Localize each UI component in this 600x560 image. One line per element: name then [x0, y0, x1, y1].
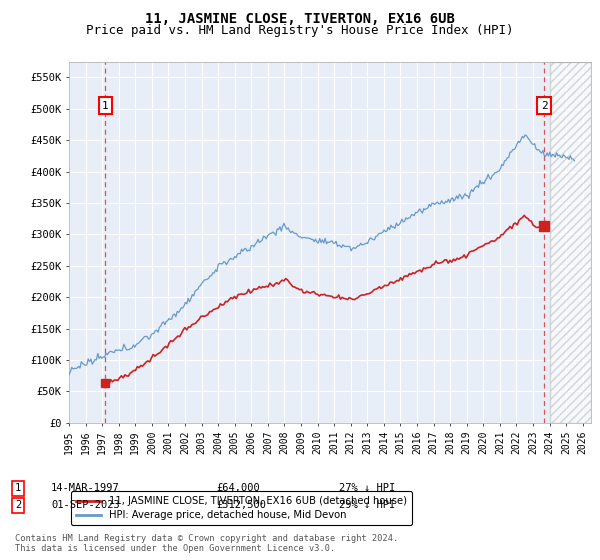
Text: 2: 2	[541, 101, 547, 110]
Text: 2: 2	[15, 500, 21, 510]
Text: 29% ↓ HPI: 29% ↓ HPI	[339, 500, 395, 510]
Text: 01-SEP-2023: 01-SEP-2023	[51, 500, 120, 510]
Text: 1: 1	[15, 483, 21, 493]
Text: £312,500: £312,500	[216, 500, 266, 510]
Legend: 11, JASMINE CLOSE, TIVERTON, EX16 6UB (detached house), HPI: Average price, deta: 11, JASMINE CLOSE, TIVERTON, EX16 6UB (d…	[71, 491, 412, 525]
Text: Contains HM Land Registry data © Crown copyright and database right 2024.
This d: Contains HM Land Registry data © Crown c…	[15, 534, 398, 553]
Bar	[550, 62, 591, 423]
Text: £64,000: £64,000	[216, 483, 260, 493]
Text: 14-MAR-1997: 14-MAR-1997	[51, 483, 120, 493]
Text: 1: 1	[102, 101, 109, 110]
Text: 11, JASMINE CLOSE, TIVERTON, EX16 6UB: 11, JASMINE CLOSE, TIVERTON, EX16 6UB	[145, 12, 455, 26]
Text: 27% ↓ HPI: 27% ↓ HPI	[339, 483, 395, 493]
Text: Price paid vs. HM Land Registry's House Price Index (HPI): Price paid vs. HM Land Registry's House …	[86, 24, 514, 37]
